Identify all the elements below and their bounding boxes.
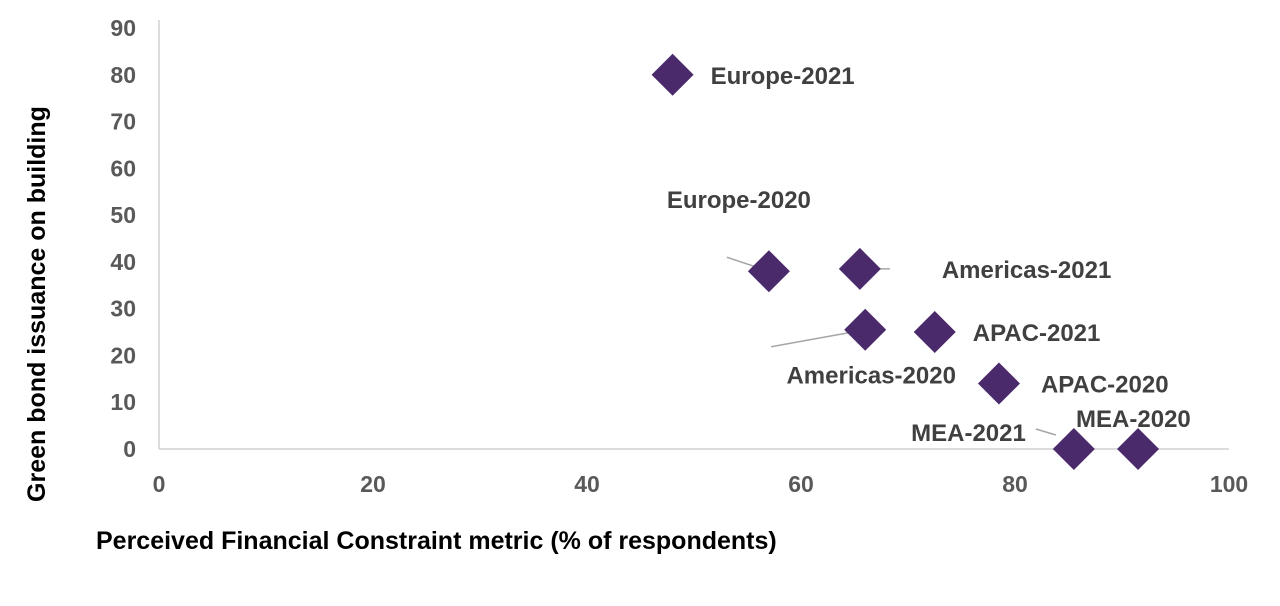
x-tick-label: 80: [1002, 471, 1028, 497]
y-tick-label: 80: [110, 62, 136, 88]
point-label: Europe-2020: [667, 187, 811, 214]
point-label: Europe-2021: [711, 63, 855, 90]
point-label: MEA-2020: [1076, 406, 1191, 433]
data-point: [838, 247, 881, 290]
y-tick-label: 30: [110, 296, 136, 322]
x-axis-title: Perceived Financial Constraint metric (%…: [96, 527, 777, 555]
y-tick-label: 90: [110, 15, 136, 41]
x-tick-label: 100: [1210, 471, 1248, 497]
point-label: Americas-2020: [786, 363, 955, 390]
data-point: [1117, 428, 1160, 470]
data-point: [913, 311, 956, 354]
point-label: APAC-2020: [1041, 372, 1169, 399]
leader-line: [1035, 428, 1057, 436]
x-tick-label: 20: [360, 471, 386, 497]
y-tick-label: 40: [110, 249, 136, 275]
x-tick-label: 0: [153, 471, 166, 497]
point-label: APAC-2021: [973, 320, 1101, 347]
y-tick-label: 10: [110, 389, 136, 415]
y-tick-label: 70: [110, 109, 136, 135]
data-points: [651, 53, 1160, 470]
y-axis-title: Green bond issuance on building: [23, 106, 51, 502]
data-point: [1052, 428, 1095, 470]
point-label: MEA-2021: [911, 420, 1026, 447]
data-point: [977, 362, 1020, 405]
axes: 0 10 20 30 40 50 60 70 80 90 0 20 40 60 80 100: [110, 15, 1248, 497]
data-point: [651, 53, 694, 96]
x-tick-label: 60: [788, 471, 814, 497]
y-tick-label: 50: [110, 202, 136, 228]
data-point: [844, 308, 887, 351]
y-tick-label: 20: [110, 342, 136, 368]
point-labels: Europe-2021 Europe-2020 Americas-2021 Ameri…: [667, 63, 1191, 447]
y-tick-label: 60: [110, 155, 136, 181]
point-label: Americas-2021: [942, 257, 1111, 284]
x-tick-label: 40: [574, 471, 600, 497]
data-point: [747, 250, 790, 293]
y-tick-label: 0: [123, 436, 136, 462]
